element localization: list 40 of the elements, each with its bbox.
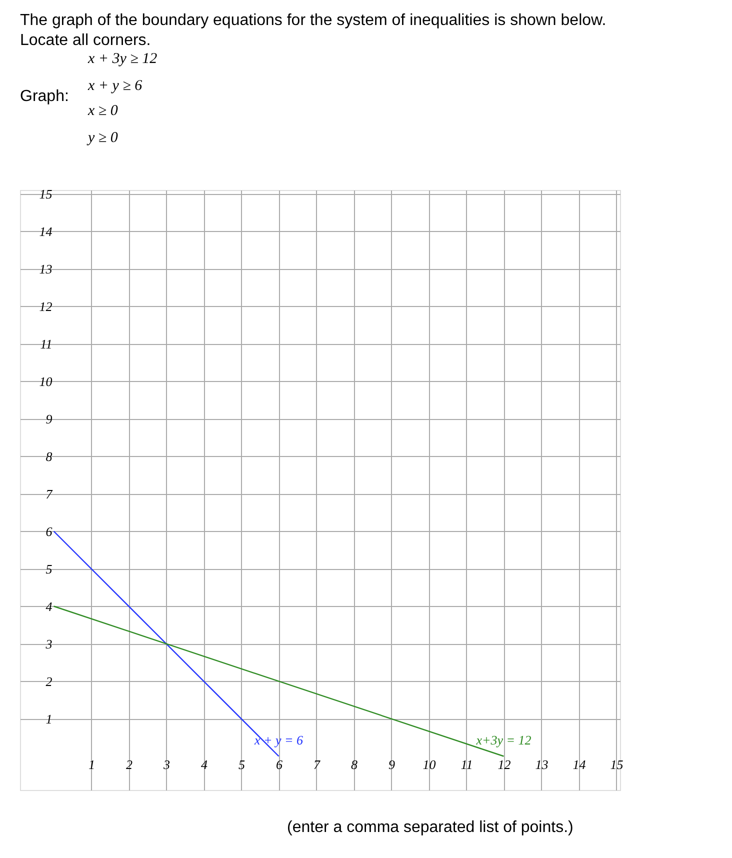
text: y ≥ 0 — [86, 130, 118, 146]
chart-title: The graph of the boundary equations for the system of inequalities is shown below. — [20, 12, 606, 29]
y-tick-label: 4 — [46, 598, 53, 614]
y-tick-label: 3 — [44, 636, 53, 652]
x-tick-label: 3 — [162, 756, 170, 772]
text: x ≥ 0 — [87, 103, 118, 119]
y-tick-label: 10 — [39, 374, 53, 389]
y-tick-label: 15 — [39, 186, 53, 202]
text: x + 3y ≥ 12 — [87, 51, 158, 67]
x-tick-label: 1 — [88, 756, 95, 772]
text: (enter a comma separated list of points.) — [287, 819, 574, 836]
text: Graph: — [20, 88, 69, 105]
y-tick-label: 9 — [46, 411, 53, 426]
x-tick-label: 9 — [388, 756, 396, 772]
x-tick-label: 6 — [276, 756, 283, 772]
series-label: x + y = 6 — [253, 732, 304, 748]
x-tick-label: 13 — [535, 756, 549, 772]
y-tick-label: 2 — [46, 674, 53, 689]
y-tick-label: 5 — [46, 561, 53, 576]
x-tick-label: 4 — [201, 756, 208, 772]
x-tick-label: 15 — [610, 756, 624, 772]
x-tick-label: 10 — [422, 756, 436, 772]
x-tick-label: 11 — [460, 756, 473, 772]
y-tick-label: 13 — [39, 261, 53, 276]
y-tick-label: 14 — [39, 224, 53, 239]
y-tick-label: 11 — [40, 336, 52, 352]
y-tick-label: 12 — [39, 298, 53, 314]
x-tick-label: 2 — [126, 756, 133, 772]
x-tick-label: 5 — [238, 756, 246, 772]
y-tick-label: 1 — [46, 711, 52, 726]
x-tick-label: 8 — [351, 756, 358, 772]
y-tick-label: 7 — [46, 486, 53, 502]
x-tick-label: 7 — [314, 756, 320, 772]
y-tick-label: 8 — [46, 448, 53, 464]
series-label: x+3y = 12 — [475, 732, 532, 748]
x-tick-label: 14 — [572, 756, 586, 772]
chart-subtitle: Locate all corners. — [20, 32, 151, 49]
x-tick-label: 12 — [498, 756, 512, 772]
text: x + y ≥ 6 — [87, 78, 143, 94]
y-tick-label: 6 — [46, 524, 53, 539]
